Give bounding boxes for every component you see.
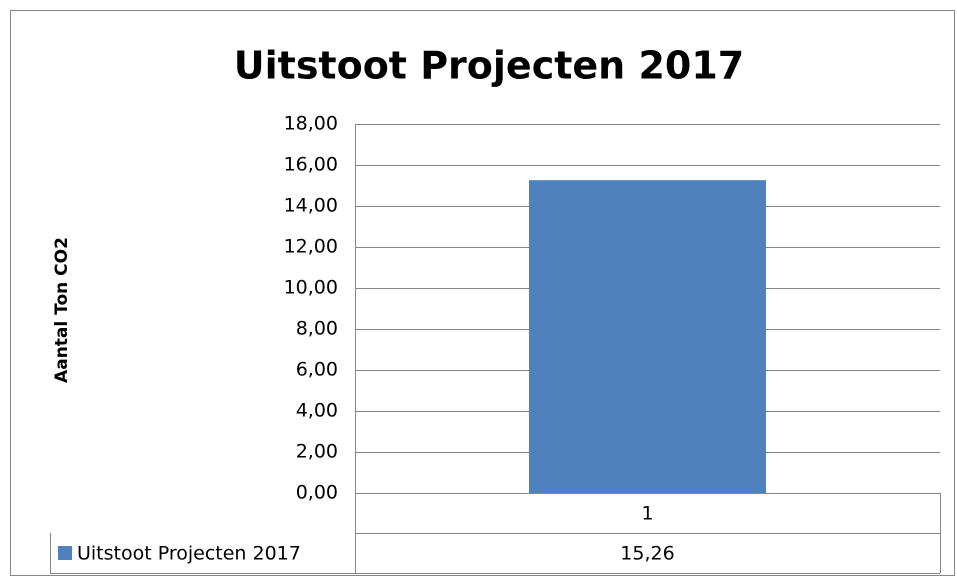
y-tick-label: 14,00 bbox=[284, 195, 338, 217]
chart-border bbox=[10, 10, 955, 576]
legend-label: Uitstoot Projecten 2017 bbox=[77, 543, 301, 565]
y-tick-label: 18,00 bbox=[284, 113, 338, 135]
x-tick-label: 1 bbox=[641, 503, 653, 525]
bar bbox=[529, 180, 766, 494]
y-tick-label: 2,00 bbox=[296, 441, 338, 463]
legend-swatch bbox=[58, 546, 72, 560]
y-tick-label: 16,00 bbox=[284, 154, 338, 176]
y-tick-label: 0,00 bbox=[296, 482, 338, 504]
y-tick-label: 12,00 bbox=[284, 236, 338, 258]
y-tick-label: 10,00 bbox=[284, 277, 338, 299]
y-axis-label: Aantal Ton CO2 bbox=[52, 237, 72, 383]
table-value: 15,26 bbox=[620, 543, 674, 565]
y-tick-label: 8,00 bbox=[296, 318, 338, 340]
y-tick-label: 4,00 bbox=[296, 400, 338, 422]
y-tick-label: 6,00 bbox=[296, 359, 338, 381]
chart-title: Uitstoot Projecten 2017 bbox=[234, 44, 744, 88]
